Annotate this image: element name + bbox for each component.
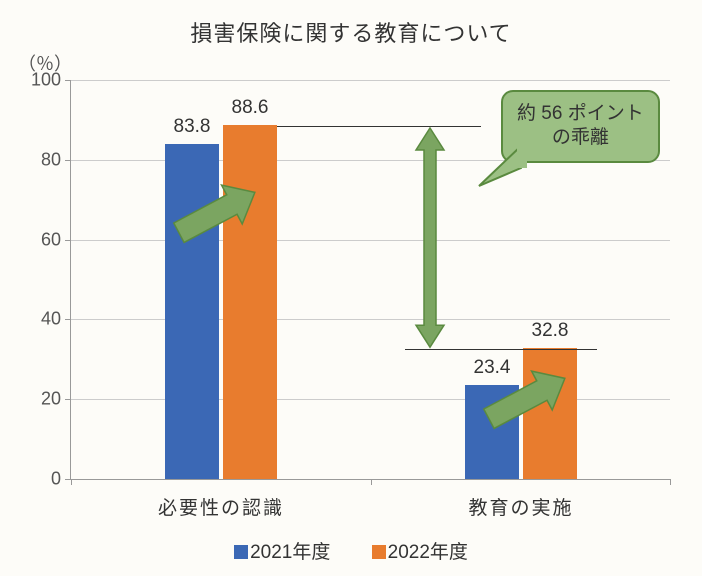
legend-swatch-2022 [372, 545, 386, 559]
plot-area: 02040608010083.888.6必要性の認識23.432.8教育の実施 … [70, 80, 670, 480]
y-tick-label: 100 [31, 70, 71, 91]
y-tick-label: 40 [41, 309, 71, 330]
x-tick-mark [371, 479, 372, 485]
trend-arrow-icon-2 [476, 364, 576, 434]
legend-item-2022: 2022年度 [372, 537, 468, 564]
y-tick-label: 80 [41, 149, 71, 170]
y-tick-label: 20 [41, 389, 71, 410]
bar-value-label: 88.6 [232, 97, 269, 119]
x-tick-mark [670, 479, 671, 485]
bar-value-label: 32.8 [532, 320, 569, 342]
grid-line [71, 80, 670, 81]
callout-line1: 約 56 ポイント [517, 103, 644, 124]
legend-label-2022: 2022年度 [388, 542, 468, 563]
category-label: 教育の実施 [468, 493, 573, 520]
chart-container: 損害保険に関する教育について （％） 02040608010083.888.6必… [0, 0, 702, 576]
grid-line [71, 319, 670, 320]
legend-swatch-2021 [234, 545, 248, 559]
callout-line2: の乖離 [552, 127, 609, 148]
grid-line [71, 399, 670, 400]
grid-line [71, 240, 670, 241]
reference-line-top [277, 126, 481, 127]
legend-label-2021: 2021年度 [250, 542, 330, 563]
bar-value-label: 83.8 [174, 116, 211, 138]
gap-double-arrow-icon [412, 126, 448, 349]
y-tick-label: 0 [51, 469, 71, 490]
callout-seam [517, 146, 527, 168]
callout-tail-icon [473, 146, 523, 196]
x-tick-mark [71, 479, 72, 485]
category-label: 必要性の認識 [158, 493, 284, 520]
legend-item-2021: 2021年度 [234, 537, 330, 564]
y-tick-label: 60 [41, 229, 71, 250]
legend: 2021年度 2022年度 [0, 537, 702, 564]
trend-arrow-icon-1 [166, 178, 266, 248]
reference-line-bottom [405, 349, 597, 350]
chart-title: 損害保険に関する教育について [0, 16, 702, 48]
